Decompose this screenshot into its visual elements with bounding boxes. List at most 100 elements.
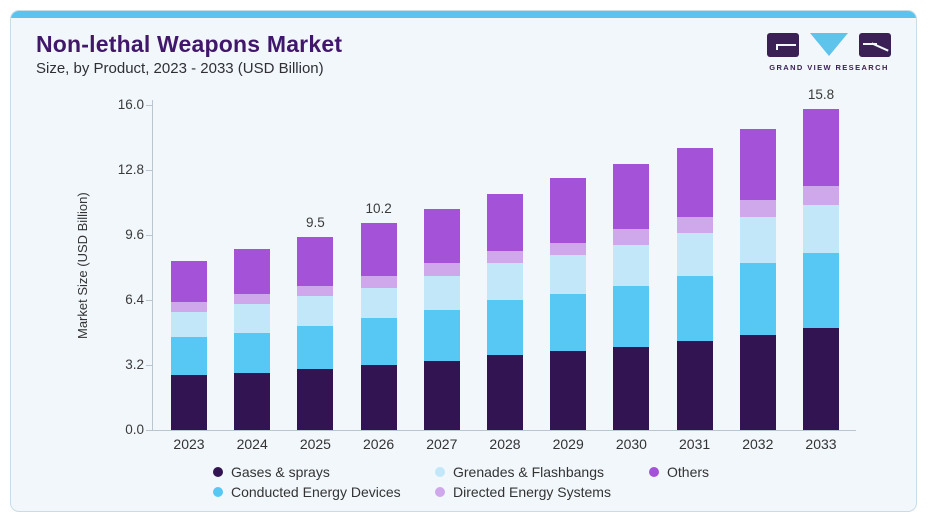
y-tick-mark [146,170,152,171]
chart-title: Non-lethal Weapons Market [36,31,343,57]
bar-segment [360,222,397,276]
x-tick-label: 2027 [426,436,458,452]
logo-r-block-icon [859,33,891,57]
logo-wordmark: GRAND VIEW RESEARCH [769,63,889,72]
logo-v-triangle-icon [810,33,848,56]
bar-segment [297,295,334,327]
y-tick-mark [146,105,152,106]
y-tick-mark [146,430,152,431]
x-axis-line [152,430,856,431]
y-tick-label: 3.2 [125,357,144,372]
bar-2028 [487,194,523,430]
x-tick-label: 2028 [489,436,521,452]
y-tick-label: 0.0 [125,422,144,437]
bar-segment [360,275,397,288]
bar-segment [234,304,271,333]
bar-segment [297,326,334,370]
bar-segment [423,360,460,430]
bar-segment [803,253,839,329]
y-axis-line [152,100,153,430]
bar-2033 [803,109,839,430]
x-tick-label: 2029 [552,436,584,452]
x-tick-label: 2023 [173,436,205,452]
report-card: Non-lethal Weapons Market Size, by Produ… [10,10,917,512]
bar-segment [487,251,523,264]
bar-2024 [234,249,271,430]
bar-segment [234,332,271,374]
bar-segment [676,147,713,217]
bar-segment [360,365,397,430]
x-tick-label: 2030 [615,436,647,452]
bar-segment [676,232,713,276]
bar-segment [676,340,713,430]
x-tick-label: 2025 [299,436,331,452]
bar-segment [550,255,587,294]
card-accent-bar [11,11,916,18]
bar-segment [234,249,271,294]
bar-segment [360,318,397,365]
y-tick-label: 12.8 [117,162,144,177]
bar-segment [423,263,460,276]
bar-segment [739,216,776,264]
bar-segment [171,302,207,313]
bar-segment [297,285,334,296]
bar-segment [550,350,587,430]
logo-g-block-icon [767,33,799,57]
bar-segment [803,186,839,205]
bar-segment [739,334,776,430]
y-tick-mark [146,235,152,236]
bar-segment [739,129,776,201]
bar-segment [613,228,650,246]
bar-segment [171,336,207,376]
y-tick-label: 9.6 [125,227,144,242]
y-tick-mark [146,365,152,366]
bar-segment [487,354,523,430]
bar-segment [171,312,207,337]
bar-segment [360,287,397,319]
bar-segment [803,109,839,187]
bar-segment [613,285,650,347]
bar-value-label: 9.5 [306,215,325,231]
bar-segment [423,275,460,311]
bar-segment [613,245,650,286]
bar-2029 [550,178,587,430]
plot-area: 0.0 3.2 6.4 9.6 12.8 16.0 2023 2024 9.5 2025 10.2 2… [11,11,916,511]
bar-segment [739,263,776,335]
bar-segment [487,300,523,355]
x-tick-label: 2033 [805,436,837,452]
bar-2023 [171,261,207,430]
grand-view-research-logo: GRAND VIEW RESEARCH [767,33,891,72]
bar-segment [803,204,839,254]
bar-2025 [297,237,334,430]
bar-segment [423,310,460,361]
logo-glyphs [767,33,891,58]
bar-segment [613,163,650,229]
x-tick-label: 2024 [236,436,268,452]
bar-value-label: 15.8 [807,87,835,103]
bar-segment [297,237,334,286]
bar-2032 [739,129,776,430]
y-tick-mark [146,300,152,301]
bar-segment [234,373,271,430]
bar-segment [234,293,271,305]
chart-subtitle: Size, by Product, 2023 - 2033 (USD Billi… [36,60,324,77]
bar-segment [676,275,713,341]
bar-segment [739,200,776,217]
bar-segment [676,216,713,233]
bar-segment [803,328,839,430]
bar-segment [487,263,523,300]
bar-segment [550,243,587,256]
bar-segment [487,194,523,252]
bar-2031 [676,147,713,430]
x-tick-label: 2026 [363,436,395,452]
bar-segment [613,346,650,430]
bar-2026 [360,222,397,430]
bar-value-label: 10.2 [365,200,392,216]
y-tick-label: 16.0 [117,97,144,112]
bar-segment [171,261,207,303]
bar-segment [171,375,207,430]
bar-2027 [423,208,460,430]
bar-segment [423,208,460,264]
x-tick-label: 2032 [742,436,774,452]
